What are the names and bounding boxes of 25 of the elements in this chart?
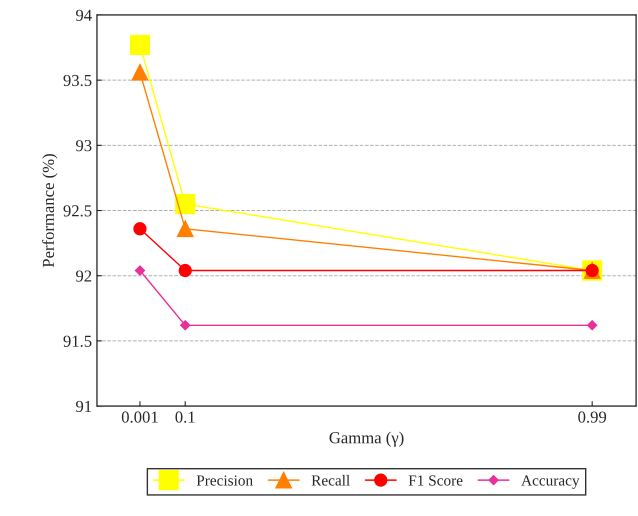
point: [134, 265, 146, 276]
point: [587, 320, 598, 330]
x-tick-label: 0.1: [175, 411, 195, 423]
y-tick-label: 94: [76, 10, 92, 21]
x-tick-label: 0.001: [122, 411, 158, 423]
legend-label: Accuracy: [521, 475, 580, 489]
y-tick-label: 91: [76, 400, 92, 412]
y-tick-label: 92: [76, 270, 92, 282]
y-tick-label: 92.5: [63, 205, 92, 217]
legend-label: Precision: [196, 475, 253, 486]
legend-label: F1 Score: [408, 475, 462, 486]
point: [180, 320, 190, 330]
x-axis-title: Gamma (γ): [330, 432, 404, 447]
y-tick-label: 91.5: [63, 336, 92, 347]
point: [176, 220, 194, 238]
point: [175, 194, 196, 214]
point: [178, 264, 192, 278]
legend-label: Recall: [312, 474, 350, 486]
y-tick-label: 93: [76, 140, 92, 152]
y-tick-label: 93.5: [63, 74, 92, 86]
point: [130, 34, 150, 56]
y-axis-title: Performance (%): [42, 154, 58, 268]
point: [133, 222, 147, 236]
x-tick-label: 0.99: [578, 411, 606, 423]
point: [132, 64, 148, 81]
